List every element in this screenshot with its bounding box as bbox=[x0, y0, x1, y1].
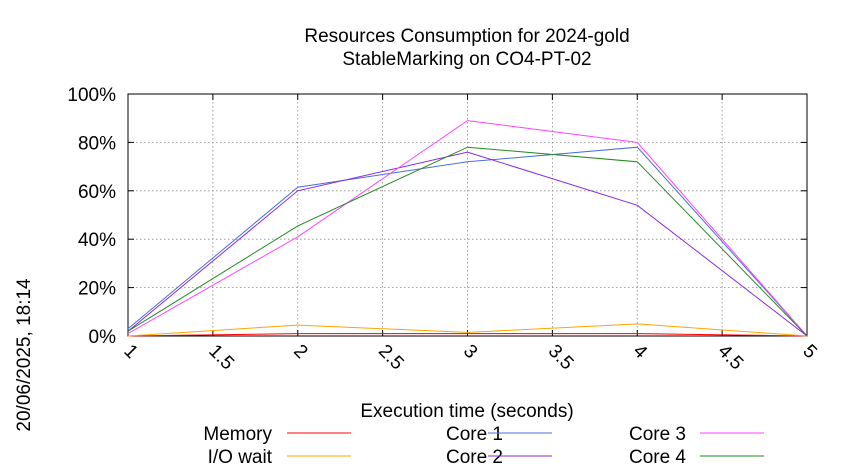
x-tick-label: 4.5 bbox=[714, 341, 748, 375]
chart-subtitle: StableMarking on CO4-PT-02 bbox=[342, 49, 591, 70]
x-tick-label: 3.5 bbox=[544, 341, 578, 375]
y-tick-label: 100% bbox=[67, 85, 116, 106]
series-line-i-o-wait bbox=[127, 323, 808, 337]
series-lines bbox=[127, 120, 808, 337]
legend-label: Core 4 bbox=[629, 447, 686, 468]
x-tick-label: 1.5 bbox=[204, 341, 238, 375]
series-line-core-4 bbox=[127, 146, 808, 337]
series-line-memory bbox=[127, 333, 808, 337]
x-tick-label: 2.5 bbox=[374, 341, 408, 375]
x-tick-label: 1 bbox=[119, 341, 141, 363]
x-tick-label: 4 bbox=[629, 341, 652, 364]
y-tick-label: 0% bbox=[89, 327, 117, 348]
legend-label: Core 2 bbox=[446, 447, 503, 468]
axis-ticks: 0% 20% 40% 60% 80% 100% 1 1.5 2 2.5 3 3.5 4 4.5 5 bbox=[67, 85, 820, 374]
timestamp-label: 20/06/2025, 18:14 bbox=[14, 278, 35, 432]
legend-label: Memory bbox=[203, 424, 272, 445]
y-tick-label: 20% bbox=[78, 279, 116, 300]
grid bbox=[128, 94, 807, 336]
chart-title: Resources Consumption for 2024-gold bbox=[304, 26, 629, 47]
x-axis-label: Execution time (seconds) bbox=[360, 401, 573, 422]
y-tick-label: 80% bbox=[78, 133, 116, 154]
series-line-core-2 bbox=[127, 151, 808, 337]
legend-label: I/O wait bbox=[208, 447, 273, 468]
series-line-core-3 bbox=[127, 120, 808, 337]
y-tick-label: 40% bbox=[78, 230, 116, 251]
y-tick-label: 60% bbox=[78, 182, 116, 203]
series-line-core-1 bbox=[127, 146, 808, 337]
x-tick-label: 3 bbox=[459, 341, 481, 363]
x-tick-label: 2 bbox=[289, 341, 311, 363]
legend-label: Core 3 bbox=[629, 424, 686, 445]
x-tick-label: 5 bbox=[798, 341, 820, 363]
legend-label: Core 1 bbox=[446, 424, 503, 445]
